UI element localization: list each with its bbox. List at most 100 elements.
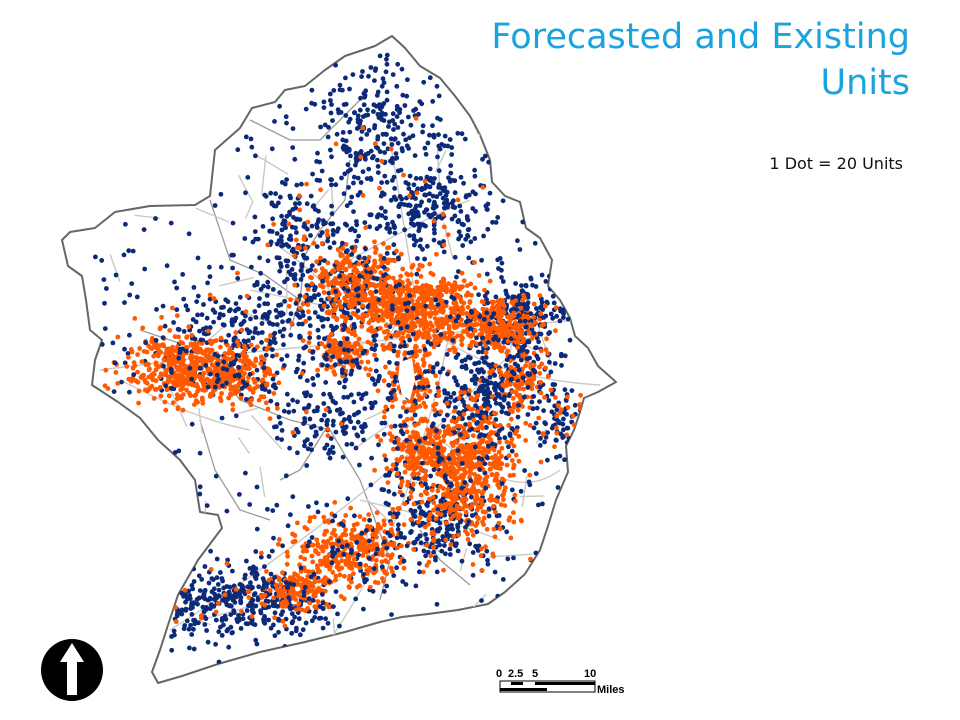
forecasted-unit-dot [399, 543, 404, 549]
existing-unit-dot [441, 424, 446, 429]
existing-unit-dot [391, 194, 397, 200]
existing-unit-dot [424, 536, 430, 542]
forecasted-unit-dot [467, 343, 473, 348]
existing-unit-dot [427, 132, 432, 138]
forecasted-unit-dot [298, 554, 304, 560]
forecasted-unit-dot [386, 288, 392, 294]
existing-unit-dot [391, 127, 396, 132]
existing-unit-dot [295, 399, 300, 405]
forecasted-unit-dot [441, 433, 447, 439]
forecasted-unit-dot [422, 524, 428, 530]
existing-unit-dot [447, 137, 453, 142]
forecasted-unit-dot [519, 518, 524, 524]
forecasted-unit-dot [491, 504, 496, 509]
forecasted-unit-dot [491, 447, 497, 453]
existing-unit-dot [346, 414, 352, 420]
existing-unit-dot [436, 168, 442, 174]
existing-unit-dot [311, 423, 317, 429]
existing-unit-dot [355, 433, 361, 439]
forecasted-unit-dot [418, 467, 424, 473]
existing-unit-dot [358, 136, 364, 142]
forecasted-unit-dot [414, 279, 420, 285]
forecasted-unit-dot [157, 374, 163, 380]
existing-unit-dot [284, 242, 289, 247]
existing-unit-dot [208, 602, 214, 607]
existing-unit-dot [377, 106, 383, 112]
forecasted-unit-dot [461, 449, 467, 455]
existing-unit-dot [504, 529, 510, 535]
forecasted-unit-dot [366, 512, 372, 517]
forecasted-unit-dot [527, 472, 533, 478]
existing-unit-dot [441, 249, 447, 255]
existing-unit-dot [288, 512, 293, 518]
existing-unit-dot [259, 340, 264, 345]
existing-unit-dot [185, 307, 191, 313]
forecasted-unit-dot [501, 303, 507, 309]
forecasted-unit-dot [419, 318, 425, 323]
existing-unit-dot [277, 290, 283, 295]
forecasted-unit-dot [372, 284, 378, 289]
existing-unit-dot [430, 123, 435, 129]
existing-unit-dot [541, 315, 547, 320]
forecasted-unit-dot [431, 500, 437, 506]
forecasted-unit-dot [464, 330, 470, 335]
existing-unit-dot [392, 121, 398, 127]
existing-unit-dot [162, 323, 168, 329]
existing-unit-dot [326, 451, 331, 456]
existing-unit-dot [452, 190, 458, 196]
existing-unit-dot [378, 193, 384, 199]
existing-unit-dot [191, 646, 197, 652]
existing-unit-dot [245, 175, 251, 180]
forecasted-unit-dot [396, 307, 402, 313]
forecasted-unit-dot [475, 409, 480, 414]
existing-unit-dot [497, 256, 503, 261]
existing-unit-dot [285, 523, 291, 529]
existing-unit-dot [529, 327, 535, 332]
forecasted-unit-dot [361, 517, 367, 522]
forecasted-unit-dot [510, 314, 515, 319]
existing-unit-dot [462, 364, 467, 369]
existing-unit-dot [257, 296, 262, 301]
forecasted-unit-dot [505, 314, 510, 320]
forecasted-unit-dot [479, 568, 485, 573]
existing-unit-dot [540, 501, 545, 507]
existing-unit-dot [343, 377, 349, 383]
existing-unit-dot [384, 97, 390, 103]
forecasted-unit-dot [375, 434, 380, 439]
existing-unit-dot [455, 130, 461, 136]
existing-unit-dot [338, 110, 344, 115]
existing-unit-dot [382, 173, 388, 179]
forecasted-unit-dot [428, 284, 434, 290]
existing-unit-dot [444, 189, 450, 195]
forecasted-unit-dot [319, 545, 325, 551]
forecasted-unit-dot [496, 520, 502, 526]
existing-unit-dot [427, 166, 433, 172]
forecasted-unit-dot [497, 526, 503, 532]
existing-unit-dot [460, 243, 466, 248]
existing-unit-dot [278, 612, 284, 617]
existing-unit-dot [470, 377, 476, 383]
forecasted-unit-dot [370, 294, 375, 300]
existing-unit-dot [307, 416, 313, 422]
forecasted-unit-dot [499, 313, 504, 319]
existing-unit-dot [201, 326, 206, 332]
forecasted-unit-dot [379, 315, 384, 321]
existing-unit-dot [470, 206, 476, 211]
existing-unit-dot [189, 632, 195, 637]
forecasted-unit-dot [450, 498, 456, 503]
existing-unit-dot [442, 543, 447, 548]
existing-unit-dot [387, 229, 393, 235]
forecasted-unit-dot [483, 350, 489, 356]
existing-unit-dot [406, 186, 412, 192]
existing-unit-dot [353, 150, 359, 156]
forecasted-unit-dot [312, 514, 317, 520]
forecasted-unit-dot [451, 534, 457, 539]
existing-unit-dot [358, 149, 364, 154]
forecasted-unit-dot [501, 497, 506, 503]
existing-unit-dot [243, 621, 249, 626]
existing-unit-dot [546, 398, 552, 403]
existing-unit-dot [339, 175, 344, 181]
forecasted-unit-dot [267, 588, 273, 593]
forecasted-unit-dot [368, 318, 374, 323]
existing-unit-dot [567, 337, 573, 343]
